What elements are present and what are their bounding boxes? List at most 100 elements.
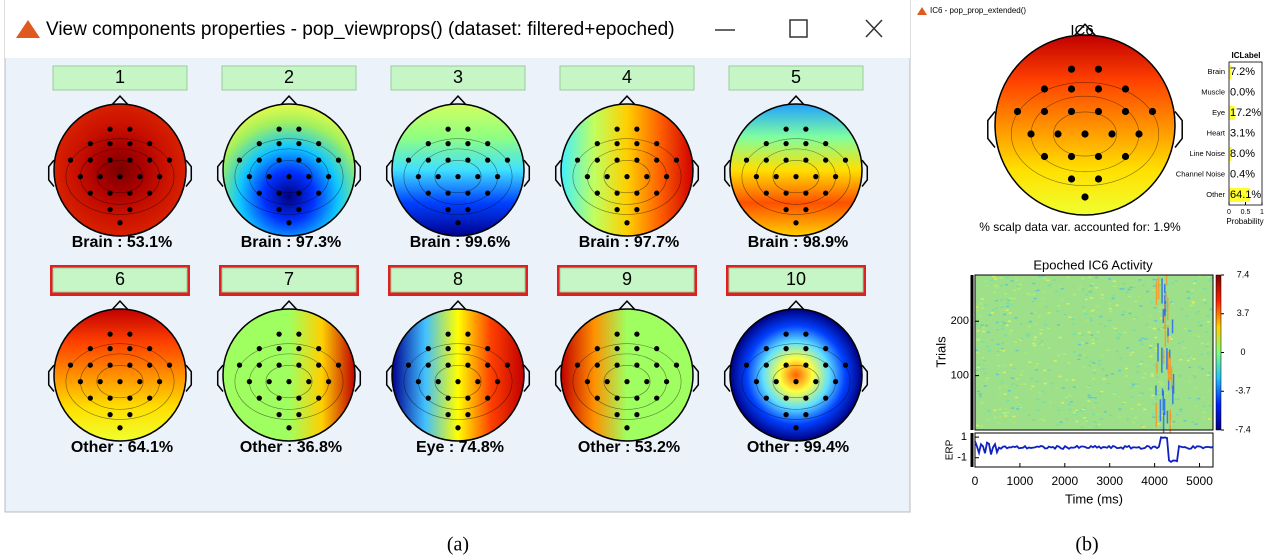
electrode (276, 126, 281, 131)
noise (1046, 280, 1049, 282)
electrode (1041, 153, 1048, 160)
noise (1098, 364, 1101, 366)
noise (1136, 371, 1139, 373)
noise (1155, 385, 1157, 395)
noise (1118, 408, 1121, 410)
electrode (654, 141, 659, 146)
noise (982, 341, 985, 343)
electrode (764, 346, 769, 351)
noise (1208, 418, 1211, 420)
noise (1011, 377, 1014, 379)
noise (983, 360, 986, 362)
noise (1167, 411, 1169, 424)
electrode (674, 362, 679, 367)
class-name: Muscle (1201, 87, 1225, 96)
x-tick-label: 2000 (1051, 474, 1078, 488)
noise (1073, 386, 1076, 388)
noise (1161, 348, 1163, 373)
y-tick-label: 100 (951, 370, 969, 382)
noise (1063, 315, 1066, 317)
x-tick-label: 0.5 (1241, 209, 1251, 216)
noise (1016, 378, 1019, 380)
noise (1085, 420, 1088, 422)
noise (1128, 313, 1131, 315)
noise (1039, 343, 1042, 345)
noise (1150, 389, 1153, 391)
electrode (445, 190, 450, 195)
electrode (296, 141, 301, 146)
electrode (624, 174, 629, 179)
noise (1032, 283, 1035, 285)
electrode (465, 346, 470, 351)
noise (997, 422, 1000, 424)
electrode (595, 362, 600, 367)
electrode (127, 141, 132, 146)
noise (1020, 323, 1023, 325)
component-label: Other : 36.8% (240, 439, 342, 456)
electrode (276, 331, 281, 336)
electrode (783, 395, 788, 400)
electrode (436, 379, 441, 384)
colorbar-tick-label: 3.7 (1237, 308, 1250, 318)
noise (1123, 283, 1126, 285)
noise (1163, 309, 1165, 323)
noise (1069, 395, 1072, 397)
noise (1133, 422, 1136, 424)
electrode (1041, 85, 1048, 92)
noise (1197, 311, 1200, 313)
noise (1095, 287, 1098, 289)
component-id: 1 (115, 67, 125, 87)
topomap (995, 35, 1175, 215)
noise (1041, 298, 1044, 300)
noise (1083, 310, 1086, 312)
class-value: 0.0% (1230, 86, 1255, 98)
noise (1194, 388, 1197, 390)
noise (1156, 377, 1159, 379)
electrode (286, 220, 291, 225)
noise (992, 309, 995, 311)
x-tick-label: 1 (1260, 209, 1264, 216)
component-id: 6 (115, 269, 125, 289)
noise (1086, 357, 1089, 359)
noise (996, 374, 999, 376)
topomap (223, 104, 355, 236)
electrode (1068, 66, 1075, 73)
noise (1203, 406, 1206, 408)
noise (984, 280, 987, 282)
noise (1128, 296, 1131, 298)
electrode (1014, 108, 1021, 115)
noise (1104, 326, 1107, 328)
noise (1028, 362, 1031, 364)
noise (1206, 346, 1209, 348)
electrode (843, 157, 848, 162)
noise (995, 284, 998, 286)
y-axis-label: Trials (933, 336, 948, 368)
erp-tick-label: 1 (961, 431, 967, 443)
noise (1151, 395, 1154, 397)
electrode (605, 174, 610, 179)
noise (1088, 332, 1091, 334)
noise (1089, 291, 1092, 293)
electrode (575, 362, 580, 367)
electrode (634, 362, 639, 367)
noise (1030, 388, 1033, 390)
electrode (426, 395, 431, 400)
noise (986, 285, 989, 287)
noise (1083, 407, 1086, 409)
component-label: Other : 99.4% (747, 439, 849, 456)
electrode (614, 190, 619, 195)
noise (1156, 403, 1158, 427)
electrode (1041, 108, 1048, 115)
electrode (455, 174, 460, 179)
electrode (88, 362, 93, 367)
noise (1090, 318, 1093, 320)
electrode (614, 412, 619, 417)
noise (1000, 277, 1003, 279)
noise (1195, 313, 1198, 315)
noise (1196, 399, 1199, 401)
noise (1159, 311, 1162, 313)
noise (1092, 362, 1095, 364)
noise (1039, 333, 1042, 335)
noise (1073, 351, 1076, 353)
noise (1090, 320, 1093, 322)
